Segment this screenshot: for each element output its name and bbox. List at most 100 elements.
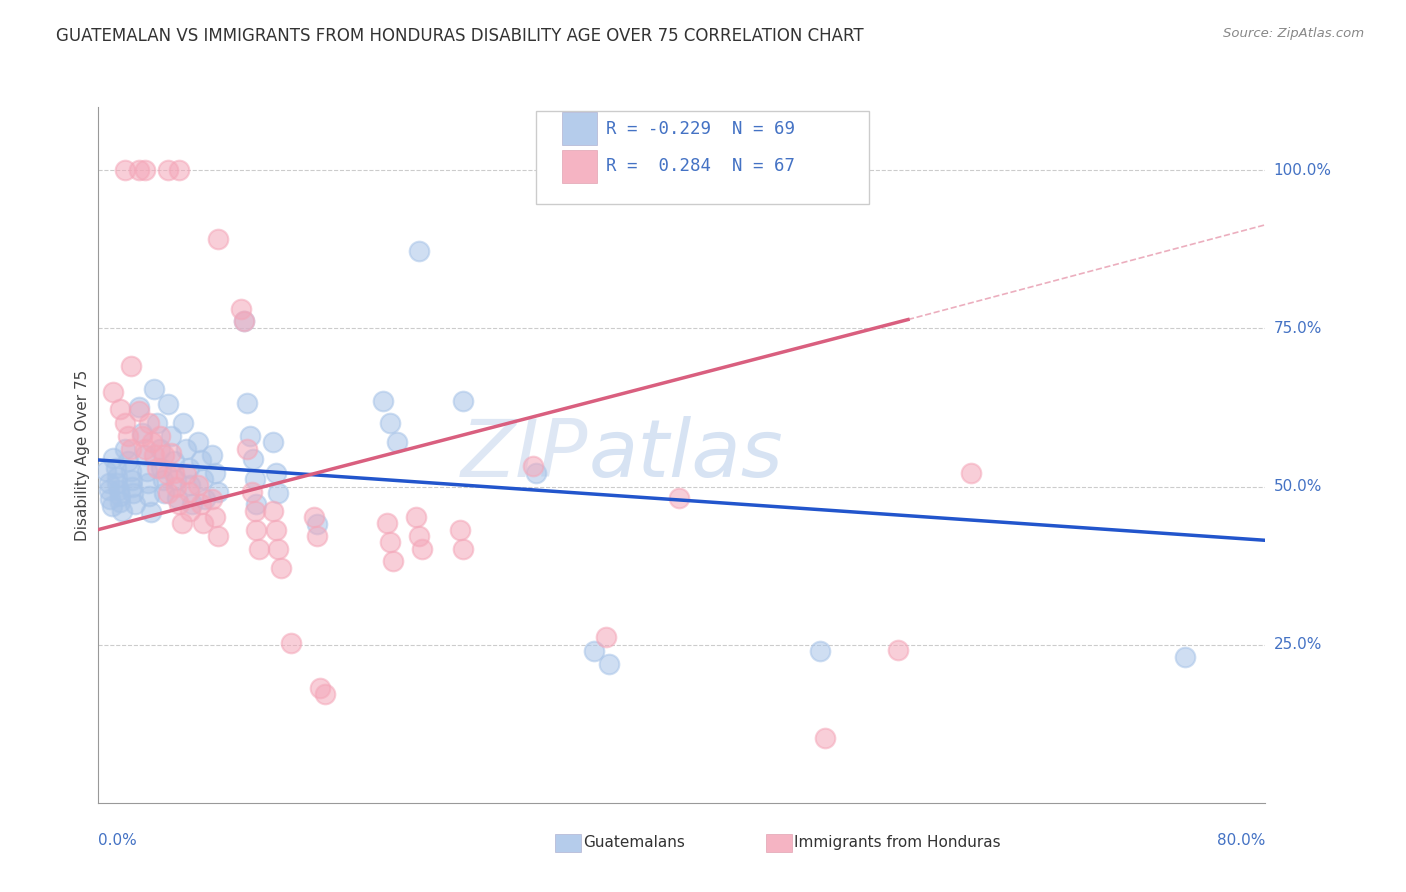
Point xyxy=(180,497,202,511)
Point xyxy=(131,429,153,443)
FancyBboxPatch shape xyxy=(536,111,869,204)
Point xyxy=(190,453,212,467)
Point xyxy=(177,460,200,475)
Point xyxy=(193,472,215,486)
Point xyxy=(262,435,284,450)
Point xyxy=(105,470,128,484)
Point xyxy=(128,403,150,417)
Point xyxy=(243,503,266,517)
Point xyxy=(204,509,226,524)
Point xyxy=(583,644,606,658)
Point xyxy=(307,529,329,543)
Point xyxy=(114,163,136,178)
Point xyxy=(110,489,132,503)
Point xyxy=(120,442,142,456)
Point xyxy=(149,442,172,456)
Point xyxy=(522,459,544,474)
FancyBboxPatch shape xyxy=(562,150,596,183)
Point xyxy=(959,466,981,480)
Point xyxy=(149,429,172,443)
Point xyxy=(114,417,136,431)
Point xyxy=(138,489,160,503)
Point xyxy=(378,417,402,431)
Point xyxy=(179,477,201,491)
Point xyxy=(134,163,156,178)
Point xyxy=(378,535,402,549)
Point xyxy=(153,486,176,500)
Point xyxy=(157,486,180,500)
Point xyxy=(114,442,136,456)
Point xyxy=(387,435,409,450)
Point xyxy=(110,402,132,417)
Point xyxy=(262,503,284,517)
Point xyxy=(150,460,173,475)
Point xyxy=(157,397,180,411)
Point xyxy=(193,516,215,531)
Text: 100.0%: 100.0% xyxy=(1274,163,1331,178)
Point xyxy=(98,492,121,507)
Point xyxy=(207,484,229,499)
Point xyxy=(136,476,159,491)
Point xyxy=(104,460,127,475)
Point xyxy=(449,523,471,537)
Text: 25.0%: 25.0% xyxy=(1274,637,1322,652)
Point xyxy=(236,442,259,456)
Point xyxy=(207,231,229,245)
Point xyxy=(138,417,160,431)
Point xyxy=(156,467,179,481)
Point xyxy=(97,483,120,497)
Point xyxy=(146,460,169,475)
Point xyxy=(94,464,117,478)
Point xyxy=(187,435,209,450)
Point xyxy=(146,417,169,431)
Point xyxy=(280,636,302,650)
Point xyxy=(187,478,209,492)
Point xyxy=(207,529,229,543)
Point xyxy=(204,466,226,480)
Point xyxy=(100,499,122,513)
Point xyxy=(141,435,163,450)
Point xyxy=(382,554,405,568)
Text: 75.0%: 75.0% xyxy=(1274,321,1322,336)
Point xyxy=(124,497,146,511)
Point xyxy=(128,401,150,415)
Point xyxy=(142,448,165,462)
Point xyxy=(814,731,837,746)
Text: GUATEMALAN VS IMMIGRANTS FROM HONDURAS DISABILITY AGE OVER 75 CORRELATION CHART: GUATEMALAN VS IMMIGRANTS FROM HONDURAS D… xyxy=(56,27,863,45)
Point xyxy=(314,687,336,701)
Point xyxy=(163,466,186,480)
Point xyxy=(307,517,329,532)
Point xyxy=(266,523,288,537)
Point xyxy=(120,359,142,374)
Point xyxy=(174,467,197,481)
Point xyxy=(177,484,200,499)
Point xyxy=(101,384,124,399)
Point xyxy=(451,394,474,409)
Point xyxy=(233,314,256,328)
Point xyxy=(247,541,270,556)
Point xyxy=(240,484,263,499)
Point xyxy=(451,541,474,556)
Point xyxy=(267,541,290,556)
Point xyxy=(194,492,217,507)
Point xyxy=(231,302,253,317)
Point xyxy=(157,163,180,178)
Text: 50.0%: 50.0% xyxy=(1274,479,1322,494)
Text: Guatemalans: Guatemalans xyxy=(583,836,685,850)
Point xyxy=(668,491,690,505)
Point xyxy=(598,657,620,671)
Point xyxy=(134,442,156,456)
Point xyxy=(121,473,143,487)
Point xyxy=(122,486,145,500)
Point xyxy=(190,497,212,511)
Point xyxy=(131,425,153,440)
Text: Source: ZipAtlas.com: Source: ZipAtlas.com xyxy=(1223,27,1364,40)
Y-axis label: Disability Age Over 75: Disability Age Over 75 xyxy=(75,369,90,541)
Point xyxy=(160,446,183,460)
Point xyxy=(411,541,433,556)
Point xyxy=(408,529,430,543)
Point xyxy=(167,497,190,511)
Point xyxy=(152,473,174,487)
Point xyxy=(375,516,398,531)
Point xyxy=(142,382,165,396)
